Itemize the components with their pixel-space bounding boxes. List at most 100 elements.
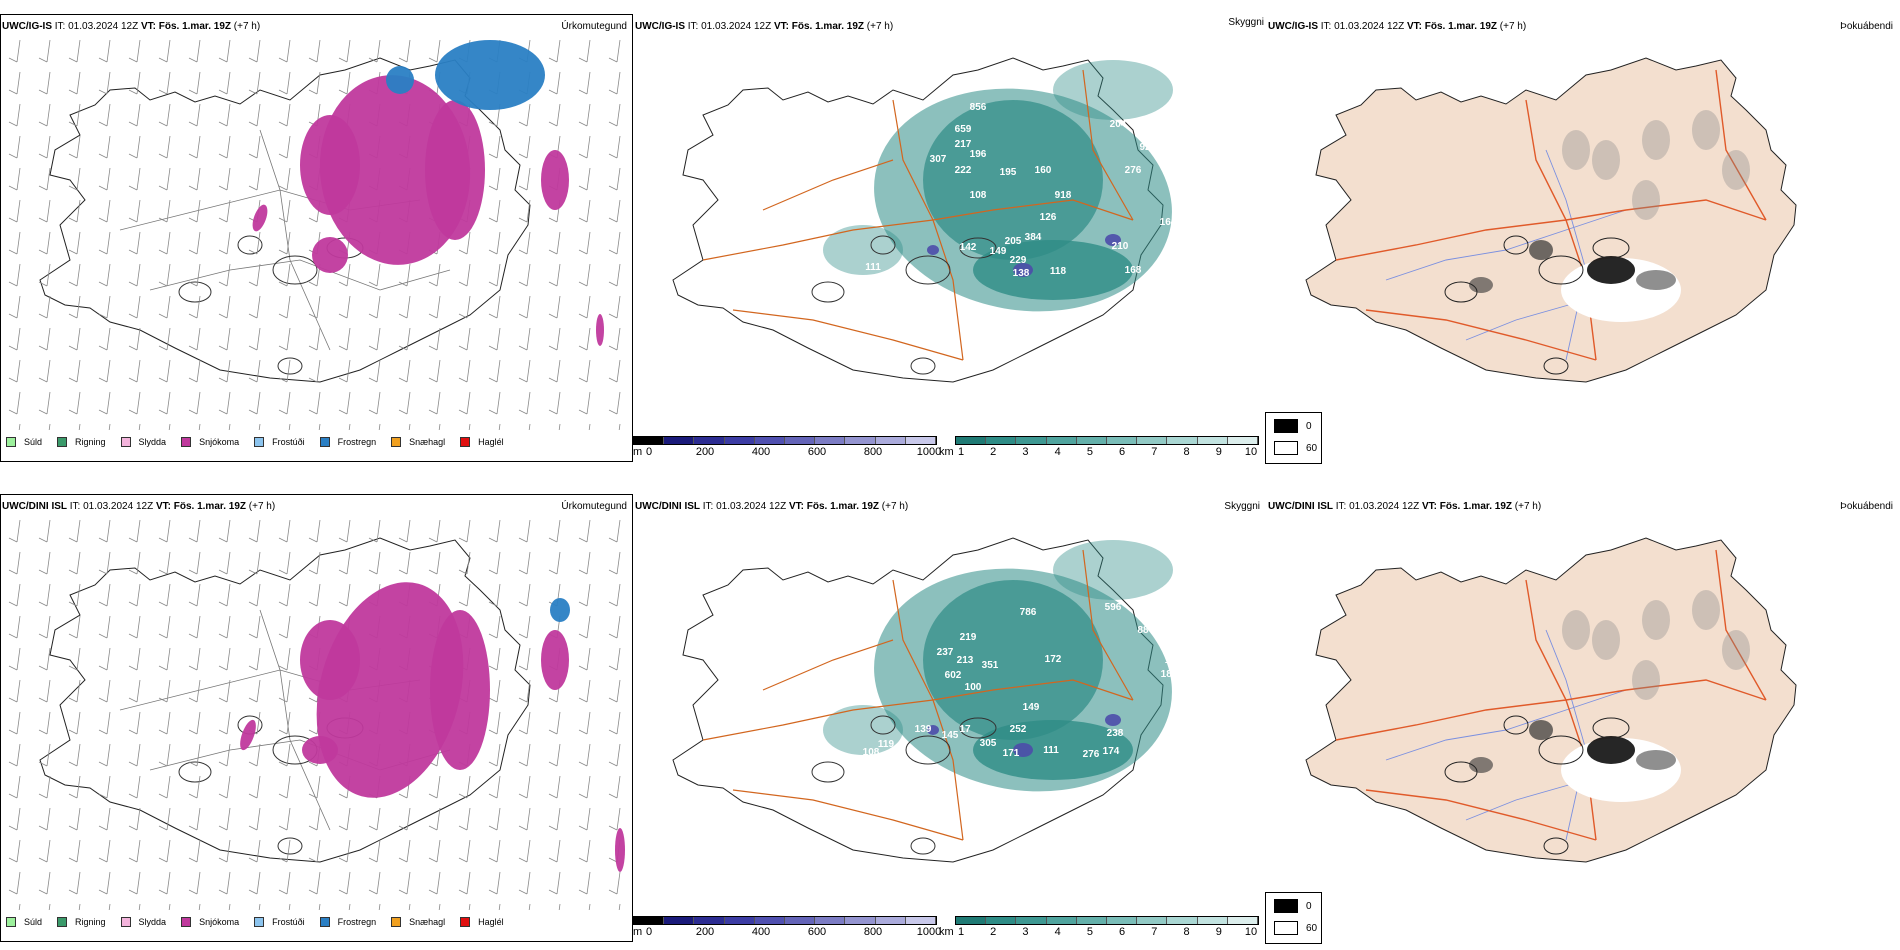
colorbar-tick-label: 800 (863, 446, 883, 458)
wind-barb (218, 647, 231, 671)
wind-barb (548, 391, 561, 415)
wind-barb (168, 903, 171, 910)
wind-barb (488, 359, 501, 383)
snow-area (615, 828, 625, 872)
panel-fog-ig: UWC/IG-IS IT: 01.03.2024 12Z VT: Fös. 1.… (1266, 0, 1899, 470)
wind-barb (398, 519, 411, 543)
wind-barb (8, 295, 21, 319)
legend-item: Slydda (120, 437, 166, 447)
wind-barb (278, 839, 291, 863)
wind-barb (458, 519, 471, 543)
ceiling-label: 108 (863, 747, 880, 758)
wind-barb (38, 167, 51, 191)
colorbar-segment (1197, 437, 1228, 444)
legend-item: Rigning (57, 917, 106, 927)
wind-barb (278, 551, 291, 575)
wind-barb (458, 551, 471, 575)
wind-barb (78, 903, 81, 910)
wind-barb (458, 583, 471, 607)
glacier-outline (1538, 255, 1584, 285)
lead-time: (+7 h) (1499, 21, 1527, 32)
wind-barb (518, 743, 531, 767)
snow-area (541, 150, 569, 210)
wind-barb (188, 871, 201, 895)
wind-barb (338, 263, 351, 287)
wind-barb (188, 199, 201, 223)
wind-barb (128, 647, 141, 671)
wind-barb (408, 903, 411, 910)
wind-barb (468, 423, 471, 430)
valid-time: Fös. 1.mar. 19Z (173, 501, 247, 512)
ceiling-label: 72 (1172, 165, 1184, 176)
glacier-outline (1444, 761, 1478, 783)
wind-barb (158, 615, 171, 639)
colorbar-tick-label: 9 (1215, 926, 1222, 938)
wind-barb (458, 231, 471, 255)
ceiling-label: 149 (1023, 702, 1040, 713)
ceiling-unit: m (633, 926, 643, 938)
colorbar-segment (905, 437, 937, 444)
colorbar-segment (815, 917, 846, 924)
wind-barb (8, 199, 21, 223)
glacier-outline (1503, 235, 1529, 255)
wind-barb (218, 103, 231, 127)
wind-barb (158, 359, 171, 383)
wind-barb (398, 551, 411, 575)
reduced-visibility-area (1053, 540, 1173, 600)
wind-barb (308, 295, 321, 319)
wind-barb (458, 871, 471, 895)
wind-barb (68, 295, 81, 319)
fog-area (1642, 600, 1670, 640)
fog-legend-swatch-60 (1274, 921, 1298, 935)
colorbar-segment (664, 437, 695, 444)
panel-precip-type-ig: UWC/IG-IS IT: 01.03.2024 12Z VT: Fös. 1.… (0, 0, 633, 470)
wind-barb (18, 903, 21, 910)
ceiling-label: 196 (970, 149, 987, 160)
wind-barb (578, 807, 591, 831)
wind-barb (398, 871, 411, 895)
wind-barb (558, 423, 561, 430)
panel-header: UWC/DINI ISL IT: 01.03.2024 12Z VT: Fös.… (635, 501, 909, 512)
wind-barb (98, 135, 111, 159)
wind-barb (68, 199, 81, 223)
dense-fog-area (1587, 256, 1635, 284)
wind-barb (38, 359, 51, 383)
wind-barb (618, 903, 621, 910)
wind-barb (348, 423, 351, 430)
legend-swatch (391, 917, 402, 927)
ceiling-label: 786 (1020, 607, 1037, 618)
colorbar-segment (694, 917, 725, 924)
wind-barb (8, 359, 21, 383)
wind-barb (8, 551, 21, 575)
ceiling-bar (633, 916, 937, 925)
wind-barb (278, 871, 291, 895)
wind-barb (548, 71, 561, 95)
wind-barb (98, 871, 111, 895)
wind-barb (38, 135, 51, 159)
wind-barb (38, 519, 51, 543)
panel-title: Úrkomutegund (561, 501, 627, 512)
model-name: UWC/DINI ISL (1268, 501, 1333, 512)
wind-barb (8, 39, 21, 63)
ceiling-label: 17 (959, 724, 971, 735)
colorbar-tick-label: 200 (695, 926, 715, 938)
wind-barb (108, 903, 111, 910)
wind-barb (548, 231, 561, 255)
ceiling-label: 138 (1013, 268, 1030, 279)
legend-item: Frostúði (254, 437, 305, 447)
wind-barb (438, 423, 441, 430)
wind-barb (68, 807, 81, 831)
wind-barb (218, 871, 231, 895)
ceiling-label: 222 (955, 165, 972, 176)
wind-barb (338, 807, 351, 831)
legend-swatch (391, 437, 402, 447)
panel-title: Þokuábendi (1840, 501, 1893, 512)
wind-barb (98, 359, 111, 383)
wind-barb (8, 615, 21, 639)
colorbar-tick-label: 9 (1215, 446, 1222, 458)
ceiling-label: 238 (1107, 728, 1124, 739)
init-time: 01.03.2024 12Z (1334, 21, 1405, 32)
colorbar-segment (1167, 917, 1198, 924)
wind-barb (248, 263, 261, 287)
dense-fog-area (1636, 270, 1676, 290)
